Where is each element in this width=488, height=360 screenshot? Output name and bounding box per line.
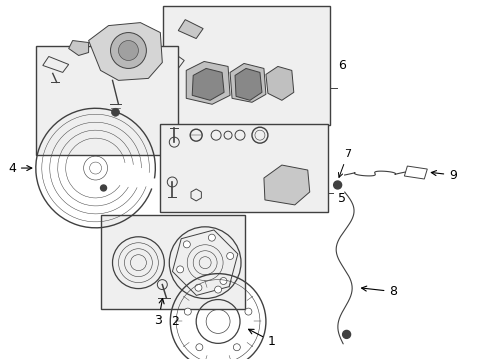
Text: 6: 6: [337, 59, 345, 72]
Bar: [101, 215, 244, 310]
Circle shape: [176, 266, 183, 273]
Text: 8: 8: [361, 285, 397, 298]
Polygon shape: [235, 68, 262, 100]
Circle shape: [342, 330, 350, 338]
Text: 1: 1: [248, 329, 275, 348]
Polygon shape: [192, 68, 224, 100]
Circle shape: [196, 344, 203, 351]
Polygon shape: [229, 63, 265, 102]
Circle shape: [214, 286, 221, 293]
Bar: [163, 6, 329, 125]
Text: 5: 5: [337, 192, 345, 205]
Polygon shape: [186, 62, 229, 104]
Text: 3: 3: [154, 298, 164, 328]
Circle shape: [118, 41, 138, 60]
Polygon shape: [265, 67, 293, 100]
Text: 4: 4: [8, 162, 32, 175]
Polygon shape: [68, 41, 88, 55]
Circle shape: [226, 252, 233, 260]
Polygon shape: [264, 165, 309, 205]
Text: 2: 2: [171, 315, 179, 328]
Circle shape: [195, 284, 202, 291]
Circle shape: [208, 234, 215, 241]
Polygon shape: [88, 23, 162, 80]
Bar: [36, 45, 178, 155]
Text: 7: 7: [338, 149, 350, 177]
Circle shape: [184, 308, 191, 315]
Circle shape: [220, 278, 226, 284]
Circle shape: [111, 108, 119, 116]
Polygon shape: [178, 20, 203, 39]
Bar: [160, 124, 327, 212]
Circle shape: [244, 308, 251, 315]
Circle shape: [333, 181, 341, 189]
Text: 9: 9: [430, 168, 456, 181]
Circle shape: [101, 185, 106, 191]
Circle shape: [110, 32, 146, 68]
Circle shape: [233, 344, 240, 351]
Circle shape: [183, 241, 190, 248]
